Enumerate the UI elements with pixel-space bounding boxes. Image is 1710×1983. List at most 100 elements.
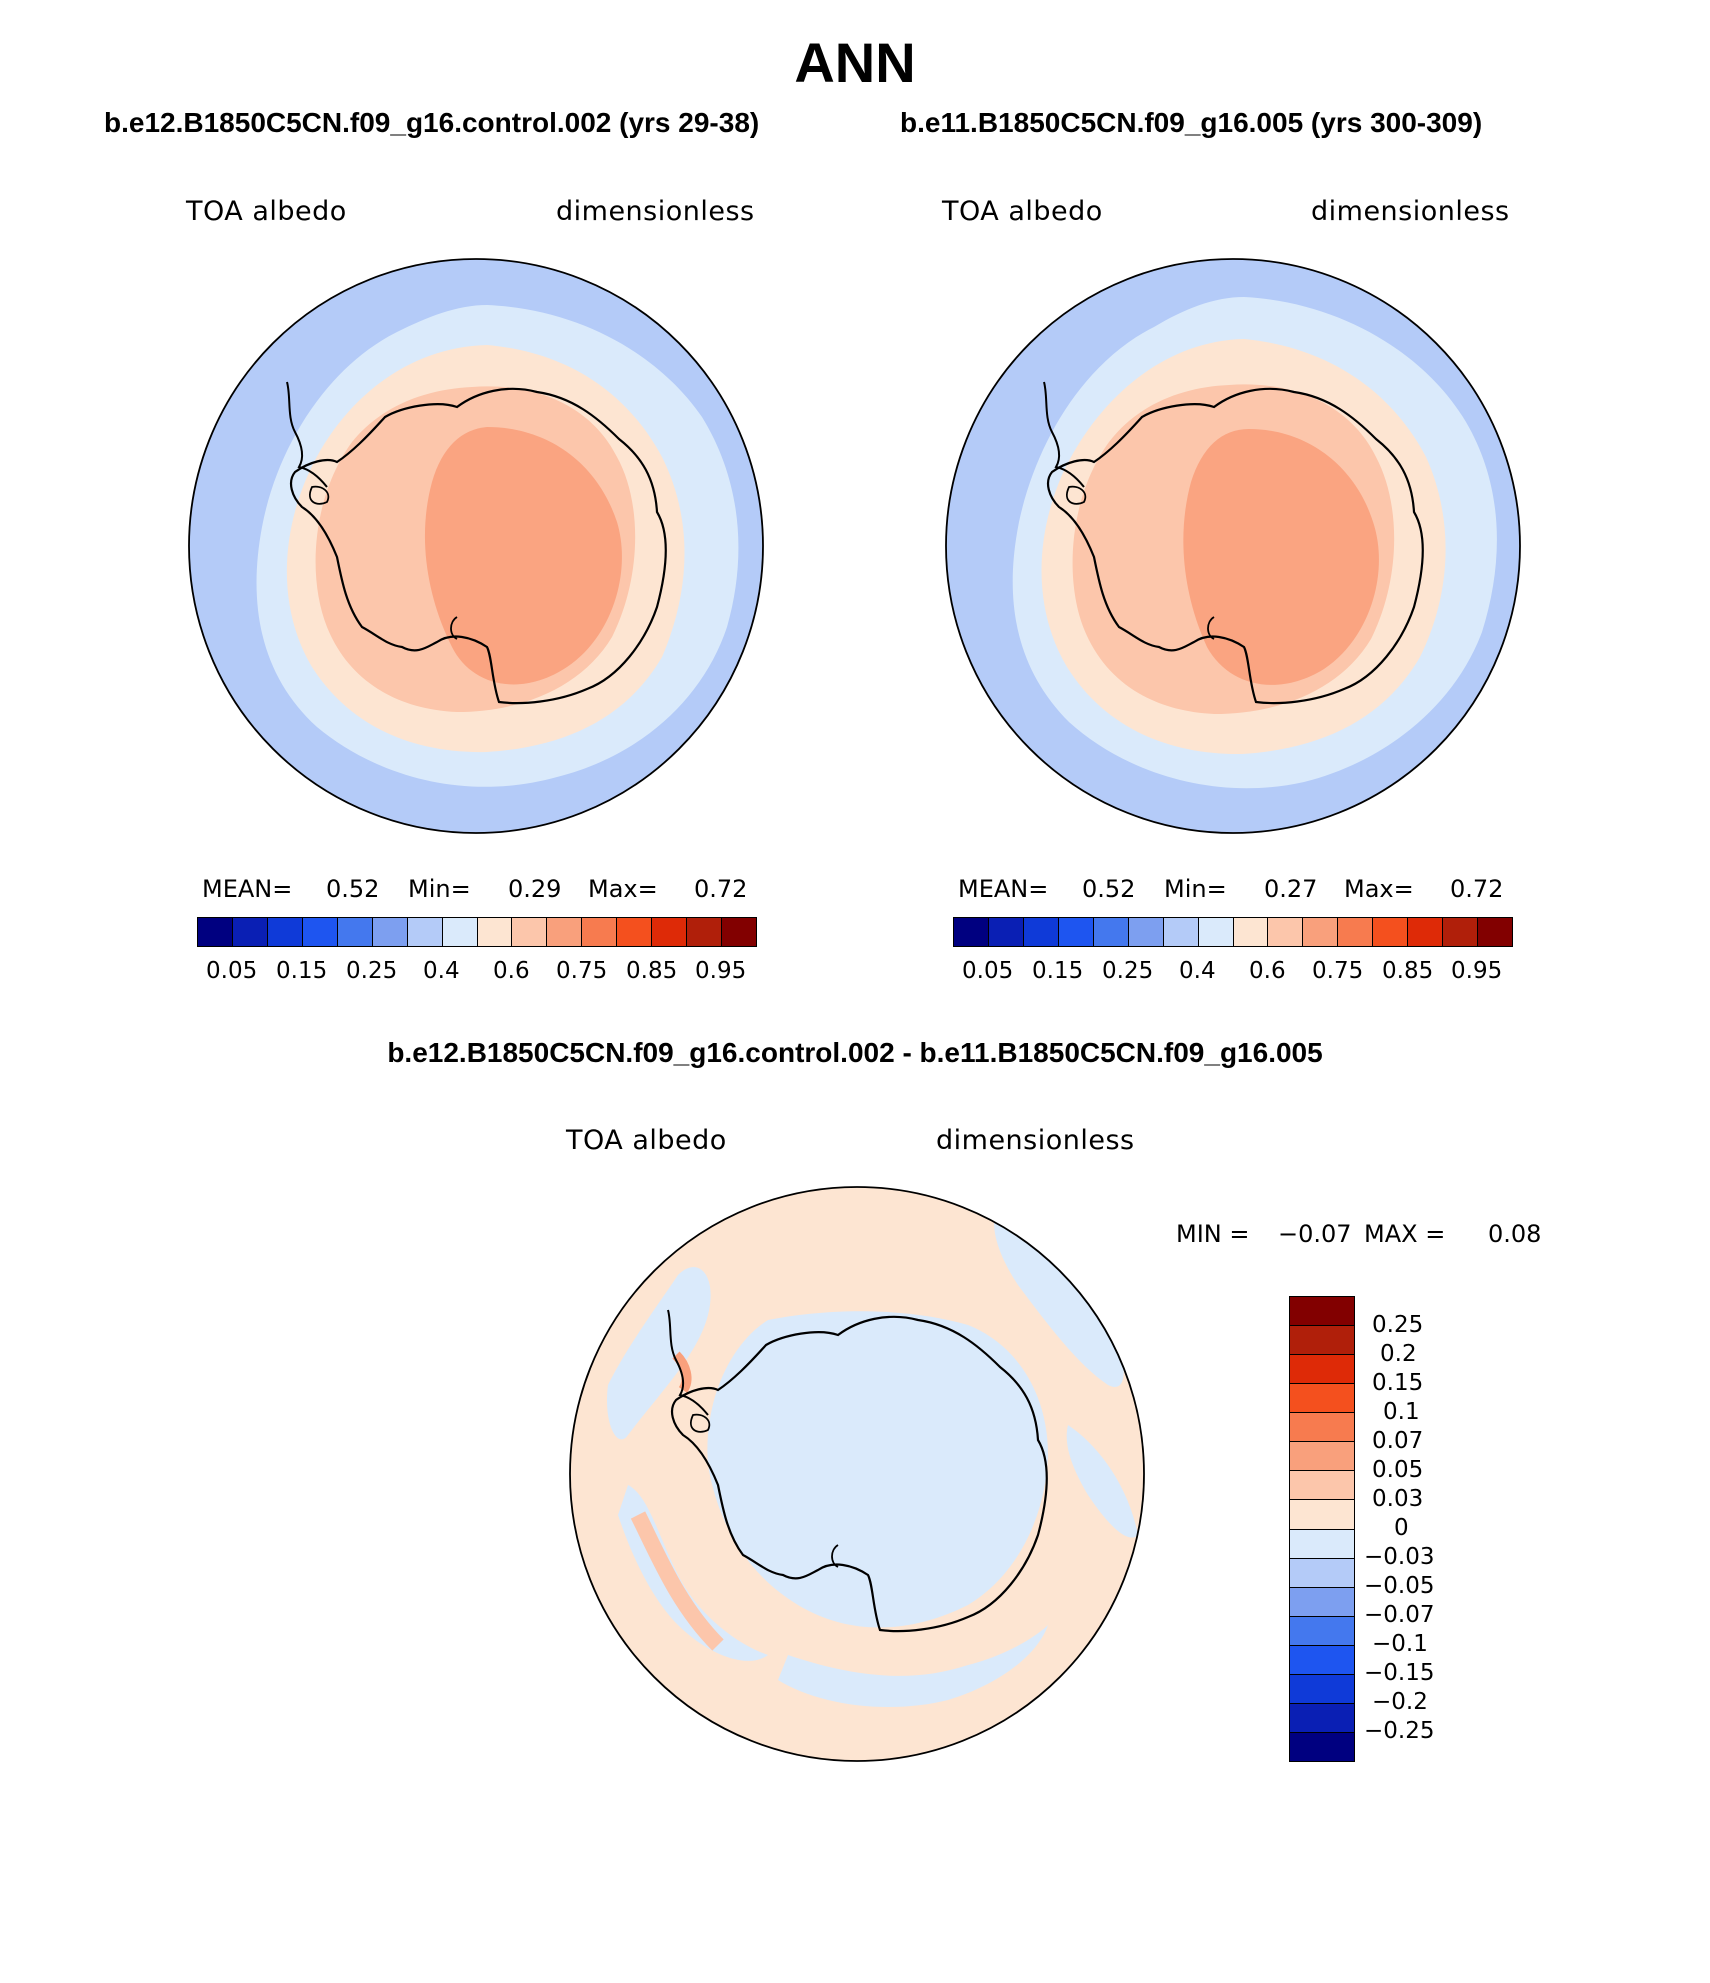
diff-colorbar-tick: −0.1: [1372, 1631, 1428, 1657]
panel-2-min-value: 0.27: [1264, 875, 1318, 903]
panel-1-case-title: b.e12.B1850C5CN.f09_g16.control.002 (yrs…: [104, 107, 760, 138]
diff-colorbar-tick: 0.15: [1372, 1370, 1424, 1396]
colorbar-swatch: [582, 918, 618, 946]
colorbar-swatch: [1290, 1645, 1354, 1675]
colorbar-swatch: [1290, 1413, 1354, 1443]
panel-2-colorbar-tick: 0.85: [1382, 958, 1434, 984]
diff-colorbar-tick: −0.05: [1364, 1573, 1435, 1599]
diff-colorbar-tick: −0.2: [1372, 1689, 1428, 1715]
colorbar-swatch: [1478, 918, 1512, 946]
panel-1-colorbar-tick: 0.25: [346, 958, 398, 984]
colorbar-swatch: [1290, 1471, 1354, 1501]
panel-1-colorbar: [197, 917, 757, 947]
panel-2-max-value: 0.72: [1450, 875, 1504, 903]
diff-colorbar-tick: 0.1: [1383, 1399, 1420, 1425]
colorbar-swatch: [1233, 918, 1269, 946]
panel-2-min-label: Min=: [1164, 875, 1227, 903]
colorbar-swatch: [407, 918, 443, 946]
colorbar-swatch: [722, 918, 756, 946]
page-title: ANN: [794, 31, 916, 94]
colorbar-swatch: [1198, 918, 1234, 946]
colorbar-swatch: [1058, 918, 1094, 946]
panel-2-colorbar-tick: 0.15: [1032, 958, 1084, 984]
diff-min-label: MIN =: [1176, 1220, 1250, 1248]
panel-2-colorbar: [953, 917, 1513, 947]
colorbar-swatch: [302, 918, 338, 946]
colorbar-swatch: [1290, 1616, 1354, 1646]
panel-2-colorbar-tick: 0.4: [1179, 958, 1216, 984]
panel-2-colorbar-tick: 0.05: [962, 958, 1014, 984]
colorbar-swatch: [1408, 918, 1444, 946]
colorbar-swatch: [1290, 1297, 1354, 1327]
panel-2-units-label: dimensionless: [1311, 196, 1510, 227]
colorbar-swatch: [1290, 1703, 1354, 1733]
colorbar-swatch: [1290, 1355, 1354, 1385]
panel-1-colorbar-tick: 0.6: [493, 958, 530, 984]
colorbar-swatch: [652, 918, 688, 946]
panel-1-colorbar-tick: 0.85: [626, 958, 678, 984]
panel-1-variable-label: TOA albedo: [186, 196, 347, 227]
colorbar-swatch: [1290, 1326, 1354, 1356]
colorbar-swatch: [1290, 1529, 1354, 1559]
colorbar-swatch: [1373, 918, 1409, 946]
diff-colorbar-tick: 0.2: [1380, 1341, 1417, 1367]
colorbar-swatch: [337, 918, 373, 946]
colorbar-swatch: [1290, 1587, 1354, 1617]
colorbar-swatch: [442, 918, 478, 946]
colorbar-swatch: [988, 918, 1024, 946]
panel-1-polar-map: [188, 258, 764, 834]
diff-colorbar: [1289, 1296, 1355, 1762]
colorbar-swatch: [954, 918, 989, 946]
diff-min-value: −0.07: [1278, 1220, 1352, 1248]
panel-1-colorbar-tick: 0.4: [423, 958, 460, 984]
colorbar-swatch: [1290, 1384, 1354, 1414]
diff-max-value: 0.08: [1488, 1220, 1542, 1248]
panel-1-max-label: Max=: [588, 875, 658, 903]
colorbar-swatch: [1023, 918, 1059, 946]
panel-2-mean-label: MEAN=: [958, 875, 1049, 903]
diff-units-label: dimensionless: [936, 1125, 1135, 1156]
diff-polar-map: [569, 1186, 1145, 1762]
colorbar-swatch: [1443, 918, 1479, 946]
colorbar-swatch: [1290, 1558, 1354, 1588]
diff-colorbar-tick: 0.25: [1372, 1312, 1424, 1338]
panel-2-polar-map: [945, 258, 1521, 834]
diff-max-label: MAX =: [1364, 1220, 1446, 1248]
panel-2-max-label: Max=: [1344, 875, 1414, 903]
panel-1-colorbar-tick: 0.75: [556, 958, 608, 984]
colorbar-swatch: [1290, 1674, 1354, 1704]
colorbar-swatch: [1268, 918, 1304, 946]
panel-1-colorbar-tick: 0.95: [695, 958, 747, 984]
panel-1-colorbar-tick: 0.05: [206, 958, 258, 984]
diff-colorbar-tick: −0.25: [1364, 1718, 1435, 1744]
colorbar-swatch: [1128, 918, 1164, 946]
colorbar-swatch: [1093, 918, 1129, 946]
colorbar-swatch: [232, 918, 268, 946]
panel-1-mean-value: 0.52: [326, 875, 380, 903]
diff-colorbar-tick: −0.03: [1364, 1544, 1435, 1570]
panel-2-case-title: b.e11.B1850C5CN.f09_g16.005 (yrs 300-309…: [900, 107, 1483, 138]
diff-colorbar-tick: −0.07: [1364, 1602, 1435, 1628]
panel-1-units-label: dimensionless: [556, 196, 755, 227]
colorbar-swatch: [617, 918, 653, 946]
diff-case-title: b.e12.B1850C5CN.f09_g16.control.002 - b.…: [387, 1037, 1323, 1068]
panel-1-min-value: 0.29: [508, 875, 562, 903]
diff-colorbar-tick: 0: [1394, 1515, 1409, 1541]
panel-2-colorbar-tick: 0.95: [1451, 958, 1503, 984]
colorbar-swatch: [1303, 918, 1339, 946]
diff-colorbar-tick: −0.15: [1364, 1660, 1435, 1686]
panel-1-min-label: Min=: [408, 875, 471, 903]
panel-1-colorbar-tick: 0.15: [276, 958, 328, 984]
colorbar-swatch: [1338, 918, 1374, 946]
panel-1-max-value: 0.72: [694, 875, 748, 903]
panel-2-colorbar-tick: 0.6: [1249, 958, 1286, 984]
diff-variable-label: TOA albedo: [566, 1125, 727, 1156]
panel-2-mean-value: 0.52: [1082, 875, 1136, 903]
colorbar-swatch: [1290, 1500, 1354, 1530]
panel-1-mean-label: MEAN=: [202, 875, 293, 903]
colorbar-swatch: [372, 918, 408, 946]
colorbar-swatch: [1290, 1732, 1354, 1761]
colorbar-swatch: [477, 918, 513, 946]
colorbar-swatch: [1163, 918, 1199, 946]
diff-colorbar-tick: 0.07: [1372, 1428, 1424, 1454]
